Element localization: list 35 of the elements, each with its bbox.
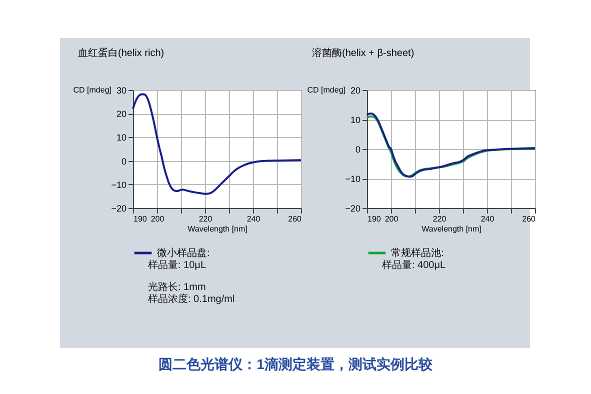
line-series <box>132 93 302 195</box>
chart-title: 血红蛋白(helix rich) <box>78 47 164 59</box>
y-axis-title: CD [mdeg] <box>73 86 112 94</box>
y-tick-label: −10 <box>111 180 126 190</box>
y-tick-label: 10 <box>116 132 126 143</box>
x-tick-label: 260 <box>288 214 302 224</box>
y-tick-label: 20 <box>350 86 360 96</box>
y-tick-label: 10 <box>350 115 360 125</box>
x-tick-label: 240 <box>480 214 495 224</box>
x-tick-label: 220 <box>432 214 447 224</box>
x-tick-label: 190 <box>134 214 148 224</box>
y-axis-title: CD [mdeg] <box>307 86 346 94</box>
text: 圆二色光谱仪：1滴测定装置，测试实例比较 <box>158 356 434 374</box>
legend-label: 微小样品盘: <box>157 247 210 259</box>
legend-label: 常规样品池: <box>391 247 444 259</box>
x-tick-label: 190 <box>368 214 382 224</box>
chart-title: 溶菌酶(helix + β-sheet) <box>312 47 414 59</box>
text: 样品量: 10μL <box>148 260 208 272</box>
x-axis-title: Wavelength [nm] <box>188 224 248 234</box>
y-tick-label: 0 <box>355 144 360 154</box>
x-axis-title: Wavelength [nm] <box>422 224 482 234</box>
x-tick-label: 220 <box>198 214 213 224</box>
y-tick-label: −10 <box>345 174 360 184</box>
x-tick-label: 240 <box>246 214 261 224</box>
x-tick-label: 200 <box>384 214 399 224</box>
text: 样品浓度: 0.1mg/ml <box>148 294 236 306</box>
y-tick-label: 30 <box>116 86 126 96</box>
y-tick-label: −20 <box>111 204 126 214</box>
x-tick-label: 200 <box>150 214 165 224</box>
text: 样品量: 400μL <box>382 260 447 272</box>
text: 光路长: 1mm <box>148 282 207 294</box>
y-tick-label: 0 <box>121 156 126 166</box>
y-tick-label: 20 <box>116 109 126 120</box>
x-tick-label: 260 <box>522 214 536 224</box>
y-tick-label: −20 <box>345 204 360 214</box>
